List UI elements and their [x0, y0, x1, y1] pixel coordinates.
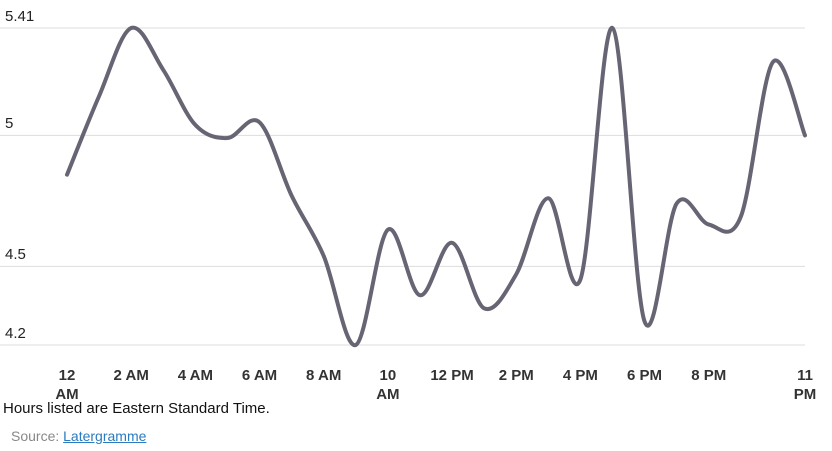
source-label: Source: [11, 428, 60, 444]
x-tick-label: 6 PM [627, 367, 663, 384]
y-tick-label: 5 [5, 115, 14, 133]
x-tick-label: 8 AM [306, 367, 342, 384]
y-tick-label: 4.2 [5, 325, 26, 342]
x-tick-label: 12 PM [430, 367, 474, 384]
x-tick-label: 4 AM [177, 367, 213, 384]
x-tick-label: 2 PM [498, 367, 534, 384]
line [65, 25, 807, 347]
source: Source: Latergramme [11, 428, 146, 444]
note: Hours listed are Eastern Standard Time. [3, 400, 270, 417]
y-tick-label: 5.41 [5, 8, 35, 25]
x-tick-label: 12 AM [55, 367, 79, 403]
x-tick-label: 2 AM [113, 367, 149, 384]
source-link[interactable]: Latergramme [63, 428, 147, 444]
x-tick-label: 10 AM [376, 367, 400, 403]
x-tick-label: 11 PM [793, 367, 817, 403]
x-tick-label: 6 AM [241, 367, 278, 384]
x-tick-label: 8 PM [691, 367, 727, 384]
x-tick-label: 4 PM [562, 367, 598, 384]
y-tick-label: 4.5 [5, 246, 26, 264]
